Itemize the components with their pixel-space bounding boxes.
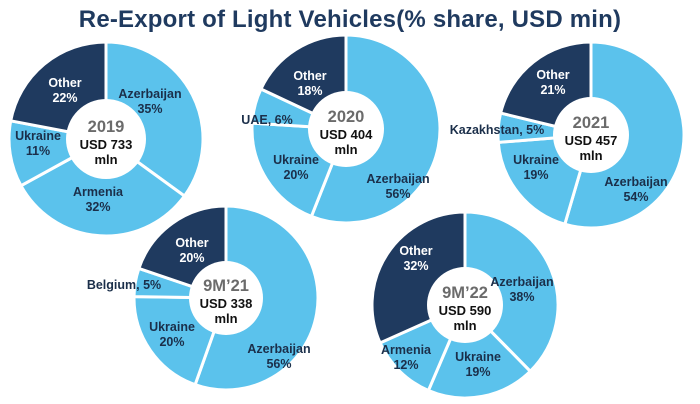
center-period: 2020 [328, 108, 365, 126]
pie-slice-ukraine [426, 302, 533, 400]
slice-label-other: Other 20% [175, 236, 208, 265]
slice-label-ukraine: Ukraine 19% [513, 153, 559, 182]
slice-label-line: Kazakhstan, 5% [450, 123, 544, 137]
pie-slice-azerbaijan [463, 210, 560, 374]
slice-label-other: Other 21% [536, 68, 569, 97]
slice-label-armenia: Armenia 12% [381, 343, 432, 372]
donut-hole [553, 97, 629, 173]
center-total-unit: mln [579, 148, 602, 163]
center-total-unit: mln [453, 318, 476, 333]
slice-label-other: Other 22% [48, 76, 81, 105]
slice-label-line: 19% [523, 168, 548, 182]
slice-label-line: 20% [283, 168, 308, 182]
slice-label-line: 20% [159, 335, 184, 349]
slice-label-azerbaijan: Azerbaijan 54% [604, 175, 667, 204]
slice-label-line: 56% [385, 187, 410, 201]
slice-label-line: UAE, 6% [241, 113, 292, 127]
slice-label-line: Azerbaijan [604, 175, 667, 189]
chart-title: Re-Export of Light Vehicles(% share, USD… [78, 6, 622, 33]
center-total-value: USD 590 [439, 303, 492, 318]
donut-hole [308, 91, 384, 167]
donut-hole [427, 267, 503, 343]
slice-label-line: Azerbaijan [118, 87, 181, 101]
slice-label-belgium: Belgium, 5% [87, 278, 161, 292]
slice-label-line: 32% [403, 259, 428, 273]
slice-label-line: 56% [266, 357, 291, 371]
slice-label-line: Armenia [381, 343, 432, 357]
donut-hole [66, 99, 146, 179]
center-period: 2021 [573, 114, 610, 132]
slice-label-azerbaijan: Azerbaijan 35% [118, 87, 181, 116]
center-total-value: USD 404 [320, 127, 374, 142]
center-period: 9M’22 [442, 284, 488, 302]
slice-label-ukraine: Ukraine 20% [149, 320, 195, 349]
slice-label-line: 54% [623, 190, 648, 204]
slice-label-line: 11% [26, 144, 50, 158]
center-total-value: USD 733 [80, 137, 133, 152]
slice-label-line: 12% [393, 358, 418, 372]
slice-label-line: 35% [137, 102, 162, 116]
slice-label-line: Other [175, 236, 208, 250]
slice-label-azerbaijan: Azerbaijan 56% [366, 172, 429, 201]
center-period: 9M’21 [203, 277, 249, 295]
slice-label-armenia: Armenia 32% [73, 185, 124, 214]
slice-label-azerbaijan: Azerbaijan 38% [490, 275, 553, 304]
center-total-unit: mln [334, 142, 357, 157]
slice-label-line: 32% [85, 200, 110, 214]
slice-label-line: 18% [297, 84, 322, 98]
slice-label-line: Other [48, 76, 81, 90]
slice-label-kazakhstan: Kazakhstan, 5% [450, 123, 544, 137]
slice-label-other: Other 32% [399, 244, 432, 273]
slice-label-line: Ukraine [273, 153, 319, 167]
slice-label-other: Other 18% [293, 69, 326, 98]
slice-label-line: 21% [540, 83, 565, 97]
slice-label-ukraine: Ukraine 11% [15, 129, 61, 158]
center-period: 2019 [88, 118, 125, 136]
slice-label-line: 19% [465, 365, 490, 379]
slice-label-line: Ukraine [149, 320, 195, 334]
slice-label-azerbaijan: Azerbaijan 56% [247, 342, 310, 371]
center-total-value: USD 338 [200, 296, 253, 311]
slice-label-line: Azerbaijan [247, 342, 310, 356]
pie-slice-azerbaijan [104, 40, 205, 199]
slice-label-line: Azerbaijan [490, 275, 553, 289]
slice-label-uae: UAE, 6% [241, 113, 292, 127]
slice-label-line: Other [399, 244, 432, 258]
pie-slice-armenia [18, 137, 187, 238]
slice-label-line: Other [293, 69, 326, 83]
slice-label-line: 22% [52, 91, 77, 105]
center-total-value: USD 457 [565, 133, 618, 148]
slice-label-ukraine: Ukraine 19% [455, 350, 501, 379]
slice-label-line: 20% [179, 251, 204, 265]
slice-label-line: Armenia [73, 185, 124, 199]
slice-label-line: Ukraine [15, 129, 61, 143]
slice-label-line: 38% [509, 290, 534, 304]
donut-hole [189, 261, 263, 335]
slice-label-line: Ukraine [455, 350, 501, 364]
center-total-unit: mln [214, 311, 237, 326]
center-total-unit: mln [94, 152, 117, 167]
slice-label-line: Ukraine [513, 153, 559, 167]
slice-label-line: Azerbaijan [366, 172, 429, 186]
slice-label-line: Belgium, 5% [87, 278, 161, 292]
slice-label-line: Other [536, 68, 569, 82]
slice-label-ukraine: Ukraine 20% [273, 153, 319, 182]
